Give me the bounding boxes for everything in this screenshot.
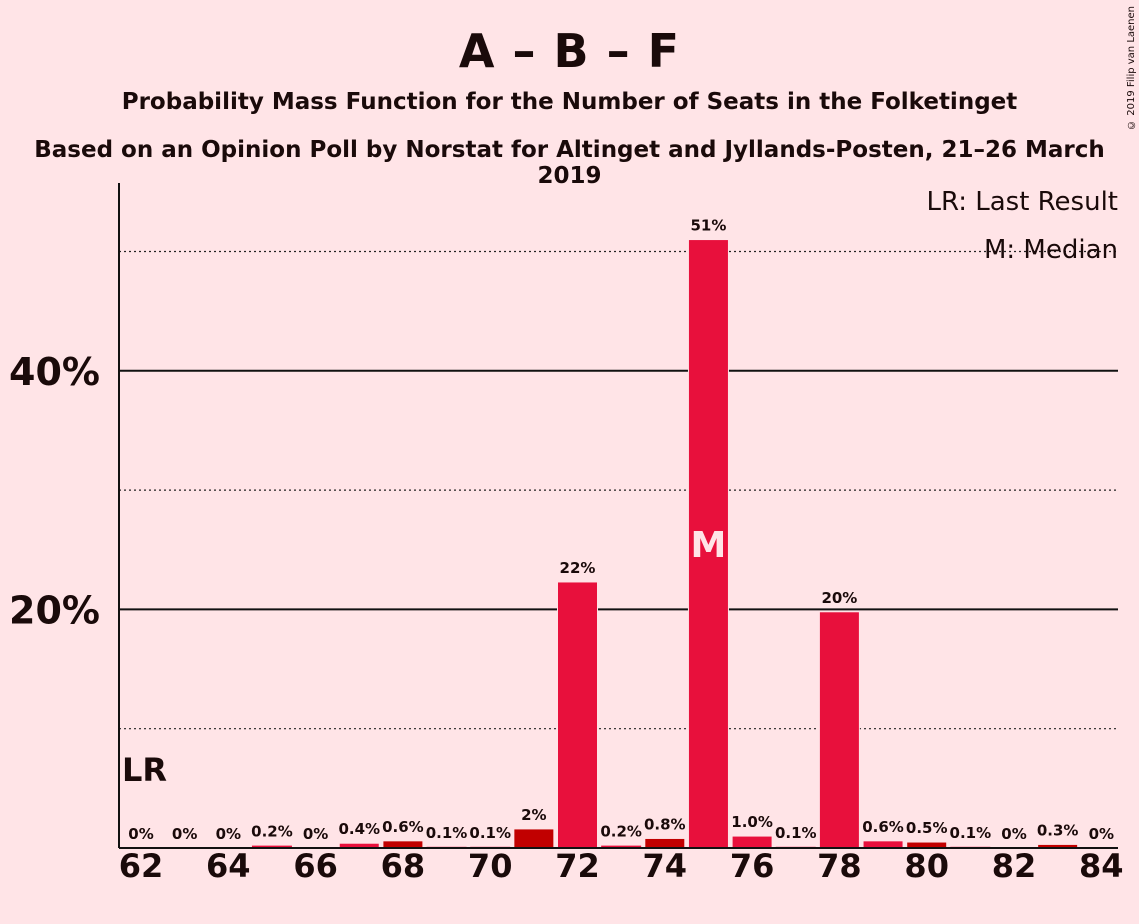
value-label-84: 0% (1089, 825, 1114, 843)
value-label-79: 0.6% (862, 818, 904, 836)
value-label-83: 0.3% (1037, 821, 1079, 839)
last-result-marker: LR (122, 751, 167, 789)
value-label-80: 0.5% (906, 819, 948, 837)
value-label-76: 1.0% (731, 813, 773, 831)
value-label-69: 0.1% (426, 824, 468, 842)
bar-seat-71 (513, 828, 555, 849)
value-label-78: 20% (821, 589, 857, 607)
bar-seat-73 (601, 845, 642, 848)
value-label-75: 51% (690, 217, 726, 235)
y-tick-label: 20% (9, 588, 100, 632)
value-label-71: 2% (521, 806, 546, 824)
x-tick-label: 66 (293, 847, 338, 885)
bar-seat-78 (818, 611, 860, 849)
bar-seat-79 (862, 840, 904, 849)
median-marker: M (691, 525, 727, 566)
value-label-73: 0.2% (600, 823, 642, 841)
value-label-65: 0.2% (251, 823, 293, 841)
value-label-82: 0% (1001, 825, 1026, 843)
x-tick-label: 84 (1079, 847, 1124, 885)
value-label-70: 0.1% (469, 824, 511, 842)
value-label-63: 0% (172, 825, 197, 843)
value-label-62: 0% (128, 825, 153, 843)
x-tick-label: 82 (992, 847, 1037, 885)
x-tick-label: 70 (468, 847, 513, 885)
legend-last-result: LR: Last Result (926, 187, 1118, 217)
x-tick-label: 80 (904, 847, 949, 885)
chart-subtitle: Probability Mass Function for the Number… (121, 89, 1018, 115)
bar-seat-75 (687, 239, 729, 849)
x-tick-label: 64 (206, 847, 251, 885)
x-tick-label: 74 (643, 847, 688, 885)
chart-title: A – B – F (458, 24, 681, 78)
x-tick-label: 78 (817, 847, 862, 885)
value-label-66: 0% (303, 825, 328, 843)
value-label-72: 22% (560, 559, 596, 577)
value-label-74: 0.8% (644, 815, 686, 833)
bar-seat-65 (251, 845, 292, 848)
y-tick-label: 40% (9, 350, 100, 394)
value-label-68: 0.6% (382, 818, 424, 836)
x-tick-label: 62 (119, 847, 164, 885)
x-tick-label: 76 (730, 847, 775, 885)
legend-median: M: Median (984, 235, 1118, 265)
x-tick-label: 72 (555, 847, 600, 885)
value-label-81: 0.1% (950, 824, 992, 842)
value-label-67: 0.4% (338, 820, 380, 838)
value-label-64: 0% (216, 825, 241, 843)
chart-source-line: Based on an Opinion Poll by Norstat for … (34, 137, 1105, 189)
x-tick-label: 68 (381, 847, 426, 885)
value-label-77: 0.1% (775, 824, 817, 842)
bar-seat-72 (557, 581, 598, 849)
